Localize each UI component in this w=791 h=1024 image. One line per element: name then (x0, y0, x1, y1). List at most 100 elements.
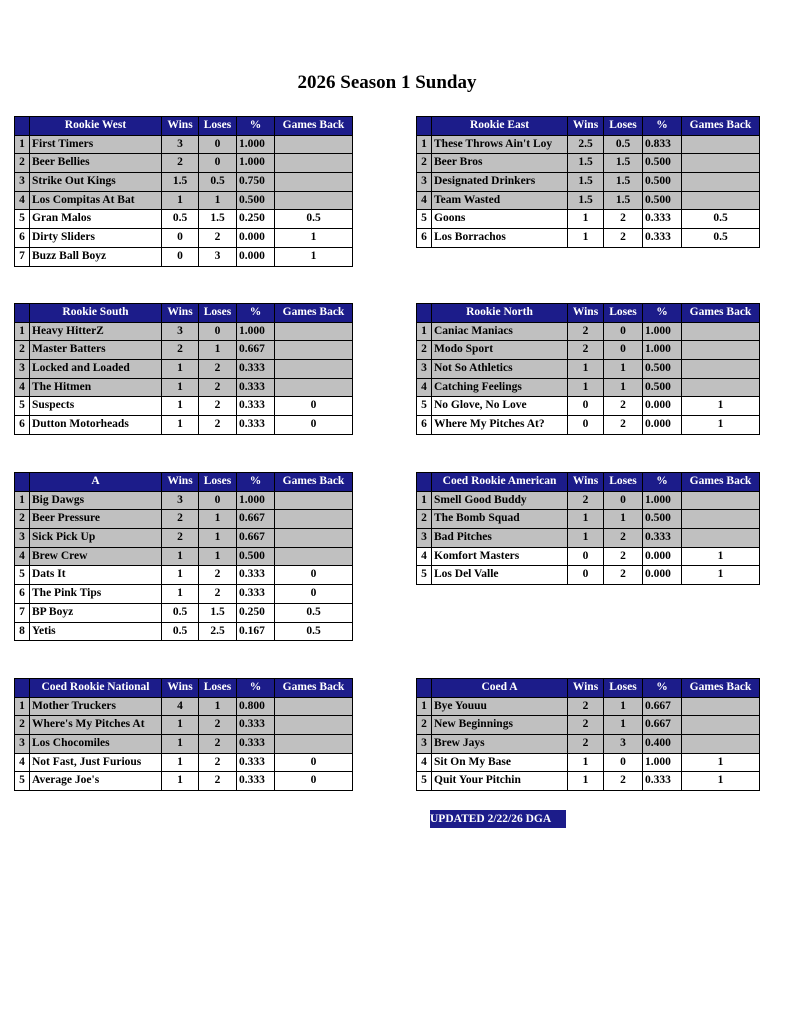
team-name: Big Dawgs (30, 491, 162, 511)
wins: 1.5 (568, 154, 604, 174)
team-name: Los Borrachos (432, 229, 568, 248)
win-pct: 0.333 (643, 229, 682, 248)
win-pct: 0.000 (643, 547, 682, 567)
rank: 4 (15, 378, 30, 398)
header-cell (417, 679, 432, 698)
column-header: Games Back (275, 117, 353, 136)
wins: 1.5 (162, 173, 199, 192)
loses: 2 (604, 529, 643, 548)
win-pct: 0.167 (237, 622, 275, 642)
wins: 0 (568, 566, 604, 586)
team-row: 1 These Throws Ain't Loy 2.5 0.5 0.833 (417, 135, 760, 155)
team-row: 6 Dirty Sliders 0 2 0.000 1 (15, 229, 353, 248)
team-row: 6 Los Borrachos 1 2 0.333 0.5 (417, 229, 760, 248)
updated-note: UPDATED 2/22/26 DGA (430, 810, 566, 828)
team-name: Los Chocomiles (30, 735, 162, 754)
loses: 0 (604, 341, 643, 361)
wins: 1 (162, 360, 199, 379)
win-pct: 0.000 (643, 566, 682, 586)
team-row: 1 Big Dawgs 3 0 1.000 (15, 491, 353, 511)
games-back (682, 735, 760, 754)
loses: 2 (199, 378, 237, 398)
team-row: 1 Caniac Maniacs 2 0 1.000 (417, 322, 760, 342)
division-name: Coed A (432, 679, 568, 698)
column-header: Loses (604, 117, 643, 136)
loses: 2 (199, 772, 237, 792)
team-row: 3 Sick Pick Up 2 1 0.667 (15, 529, 353, 548)
games-back (275, 547, 353, 567)
team-name: Mother Truckers (30, 697, 162, 717)
win-pct: 0.333 (643, 529, 682, 548)
games-back (682, 341, 760, 361)
standings-table: Coed A Wins Loses% Games Back 1 Bye Youuu 2 1 0.… (416, 678, 760, 792)
column-header: Loses (199, 473, 237, 492)
rank: 1 (15, 491, 30, 511)
standings-table: Coed Rookie National Wins Loses% Games Back… (14, 678, 353, 792)
column-header: % (643, 473, 682, 492)
win-pct: 0.000 (643, 416, 682, 435)
team-row: 2 Master Batters 2 1 0.667 (15, 341, 353, 361)
column-header: Wins (162, 679, 199, 698)
rank: 3 (417, 735, 432, 754)
games-back (275, 510, 353, 530)
team-name: Locked and Loaded (30, 360, 162, 379)
loses: 1 (199, 547, 237, 567)
loses: 2 (604, 772, 643, 792)
loses: 2.5 (199, 622, 237, 642)
team-row: 4 Los Compitas At Bat 1 1 0.500 (15, 191, 353, 211)
column-header: Games Back (682, 473, 760, 492)
rank: 7 (15, 603, 30, 623)
team-name: Not So Athletics (432, 360, 568, 379)
loses: 0 (199, 154, 237, 174)
team-row: 5 Goons 1 2 0.333 0.5 (417, 210, 760, 230)
header-row: Rookie East Wins Loses% Games Back (417, 117, 760, 136)
column-header: Wins (568, 679, 604, 698)
games-back (275, 135, 353, 155)
win-pct: 0.500 (237, 191, 275, 211)
loses: 1 (199, 341, 237, 361)
division-name: Rookie North (432, 304, 568, 323)
team-row: 5 Suspects 1 2 0.333 0 (15, 397, 353, 417)
rank: 3 (417, 360, 432, 379)
games-back (682, 191, 760, 211)
win-pct: 0.500 (643, 154, 682, 174)
team-name: No Glove, No Love (432, 397, 568, 417)
wins: 1 (162, 566, 199, 586)
team-row: 7 BP Boyz 0.5 1.5 0.250 0.5 (15, 603, 353, 623)
team-name: Caniac Maniacs (432, 322, 568, 342)
team-row: 5 Gran Malos 0.5 1.5 0.250 0.5 (15, 210, 353, 230)
rank: 5 (15, 397, 30, 417)
column-header: % (237, 473, 275, 492)
team-name: Dats It (30, 566, 162, 586)
wins: 3 (162, 491, 199, 511)
games-back (682, 716, 760, 736)
header-cell (15, 473, 30, 492)
loses: 1.5 (604, 154, 643, 174)
wins: 2 (568, 735, 604, 754)
column-header: Games Back (682, 679, 760, 698)
win-pct: 0.333 (643, 210, 682, 230)
games-back: 0.5 (275, 210, 353, 230)
rank: 3 (15, 173, 30, 192)
standings-table: Rookie East Wins Loses% Games Back 1 These Th… (416, 116, 760, 248)
loses: 3 (604, 735, 643, 754)
rank: 3 (417, 529, 432, 548)
column-header: Loses (604, 473, 643, 492)
win-pct: 0.333 (237, 360, 275, 379)
rank: 6 (417, 416, 432, 435)
team-row: 1 First Timers 3 0 1.000 (15, 135, 353, 155)
team-name: Heavy HitterZ (30, 322, 162, 342)
team-row: 3 Bad Pitches 1 2 0.333 (417, 529, 760, 548)
rank: 1 (417, 135, 432, 155)
rank: 6 (417, 229, 432, 248)
standings-table: Coed Rookie American Wins Loses% Games Back… (416, 472, 760, 586)
rank: 1 (417, 697, 432, 717)
loses: 1.5 (199, 210, 237, 230)
games-back (275, 360, 353, 379)
wins: 2 (568, 341, 604, 361)
rank: 6 (15, 229, 30, 248)
loses: 2 (199, 735, 237, 754)
team-row: 1 Heavy HitterZ 3 0 1.000 (15, 322, 353, 342)
rank: 4 (417, 191, 432, 211)
games-back: 1 (682, 397, 760, 417)
